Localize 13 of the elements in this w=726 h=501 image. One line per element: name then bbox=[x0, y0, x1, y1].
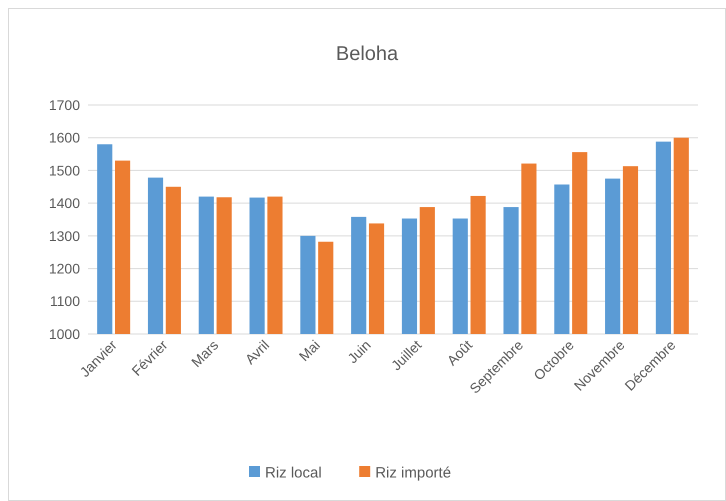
y-tick-label: 1700 bbox=[48, 96, 80, 113]
y-tick-label: 1100 bbox=[50, 293, 80, 310]
x-tick-label: Mai bbox=[296, 336, 323, 364]
y-tick-label: 1600 bbox=[48, 130, 80, 146]
legend-label: Riz local bbox=[265, 464, 322, 482]
chart-title: Beloha bbox=[336, 43, 400, 65]
y-tick-label: 1500 bbox=[48, 162, 80, 178]
legend-label: Riz importé bbox=[375, 464, 452, 482]
y-tick-label: 1400 bbox=[48, 195, 80, 212]
y-tick-label: 1300 bbox=[48, 228, 80, 244]
y-tick-label: 1200 bbox=[48, 260, 80, 276]
y-tick-label: 1000 bbox=[48, 326, 80, 342]
x-tick-label: Juin bbox=[344, 336, 374, 366]
